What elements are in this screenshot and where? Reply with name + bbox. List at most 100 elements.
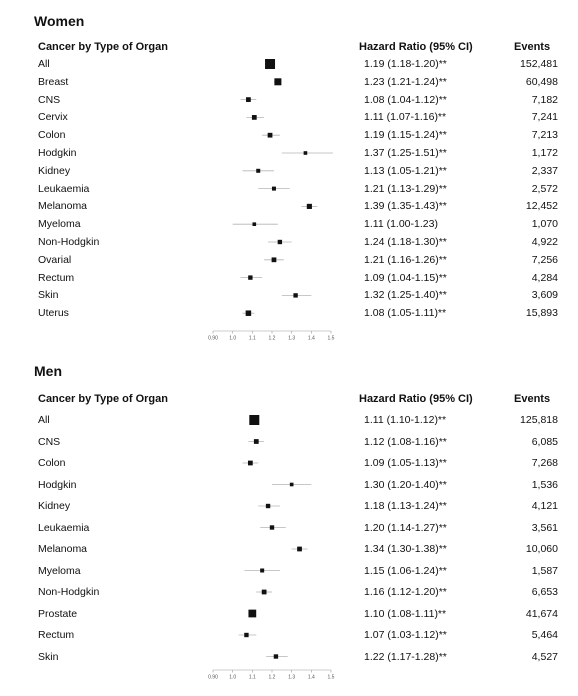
events-value: 3,561 bbox=[531, 521, 558, 534]
column-header-events: Events bbox=[514, 393, 551, 405]
point-estimate-marker bbox=[267, 132, 273, 138]
hazard-ratio-value: 1.11 (1.00-1.23) bbox=[364, 218, 438, 231]
row-label: Rectum bbox=[38, 271, 75, 284]
hazard-ratio-value: 1.18 (1.13-1.24)** bbox=[364, 500, 447, 512]
point-estimate-marker bbox=[303, 151, 308, 155]
x-tick-label: 0.90 bbox=[208, 675, 218, 681]
point-estimate-marker bbox=[265, 59, 276, 69]
column-header-organ: Cancer by Type of Organ bbox=[38, 41, 168, 53]
point-estimate-marker bbox=[293, 293, 298, 298]
events-value: 125,818 bbox=[520, 414, 558, 426]
hazard-ratio-value: 1.11 (1.07-1.16)** bbox=[364, 111, 447, 124]
row-label: Hodgkin bbox=[38, 147, 77, 159]
events-value: 152,481 bbox=[520, 58, 558, 70]
events-value: 2,572 bbox=[531, 182, 558, 195]
row-label: Kidney bbox=[38, 500, 71, 512]
panel-title: Men bbox=[34, 363, 62, 379]
hazard-ratio-value: 1.19 (1.15-1.24)** bbox=[364, 129, 447, 142]
hazard-ratio-value: 1.30 (1.20-1.40)** bbox=[364, 478, 447, 491]
row-label: Kidney bbox=[38, 164, 71, 177]
row-label: Colon bbox=[38, 457, 66, 469]
x-tick-label: 1.1 bbox=[249, 336, 256, 342]
hazard-ratio-value: 1.08 (1.04-1.12)** bbox=[364, 93, 447, 106]
point-estimate-marker bbox=[247, 460, 253, 466]
row-label: Hodgkin bbox=[38, 478, 77, 491]
point-estimate-marker bbox=[249, 415, 260, 425]
events-value: 4,121 bbox=[531, 500, 558, 512]
point-estimate-marker bbox=[297, 546, 302, 552]
row-label: Non-Hodgkin bbox=[38, 586, 100, 598]
events-value: 5,464 bbox=[531, 629, 558, 641]
point-estimate-marker bbox=[252, 222, 257, 227]
x-tick-label: 1.0 bbox=[229, 675, 236, 681]
row-label: Melanoma bbox=[38, 200, 88, 213]
point-estimate-marker bbox=[256, 168, 261, 173]
events-value: 2,337 bbox=[531, 164, 558, 177]
row-label: Uterus bbox=[38, 307, 69, 320]
point-estimate-marker bbox=[271, 186, 276, 191]
hazard-ratio-value: 1.16 (1.12-1.20)** bbox=[364, 586, 447, 598]
row-label: Colon bbox=[38, 129, 66, 142]
panel-title: Women bbox=[34, 13, 85, 29]
point-estimate-marker bbox=[244, 632, 249, 638]
point-estimate-marker bbox=[248, 609, 257, 618]
x-tick-label: 1.3 bbox=[288, 675, 295, 681]
events-value: 4,922 bbox=[531, 236, 558, 248]
x-tick-label: 0.90 bbox=[208, 336, 218, 342]
hazard-ratio-value: 1.09 (1.04-1.15)** bbox=[364, 271, 447, 284]
hazard-ratio-value: 1.20 (1.14-1.27)** bbox=[364, 521, 447, 534]
x-tick-label: 1.4 bbox=[308, 675, 315, 681]
events-value: 7,268 bbox=[531, 457, 558, 469]
hazard-ratio-value: 1.11 (1.10-1.12)** bbox=[364, 414, 447, 426]
events-value: 1,070 bbox=[531, 218, 558, 231]
column-header-hazard-ratio: Hazard Ratio (95% CI) bbox=[359, 41, 473, 53]
row-label: All bbox=[38, 414, 50, 426]
x-tick-label: 1.4 bbox=[308, 336, 315, 342]
events-value: 1,172 bbox=[531, 147, 558, 159]
row-label: Leukaemia bbox=[38, 521, 90, 534]
x-tick-label: 1.5 bbox=[328, 336, 335, 342]
x-tick-label: 1.0 bbox=[229, 336, 236, 342]
events-value: 6,653 bbox=[531, 586, 558, 598]
point-estimate-marker bbox=[289, 482, 294, 487]
hazard-ratio-value: 1.22 (1.17-1.28)** bbox=[364, 650, 447, 663]
point-estimate-marker bbox=[277, 239, 283, 245]
x-tick-label: 1.1 bbox=[249, 675, 256, 681]
events-value: 60,498 bbox=[525, 75, 558, 88]
events-value: 7,213 bbox=[531, 129, 558, 142]
row-label: Myeloma bbox=[38, 218, 81, 231]
hazard-ratio-value: 1.34 (1.30-1.38)** bbox=[364, 543, 447, 555]
hazard-ratio-value: 1.24 (1.18-1.30)** bbox=[364, 236, 447, 248]
x-tick-label: 1.2 bbox=[269, 675, 276, 681]
hazard-ratio-value: 1.07 (1.03-1.12)** bbox=[364, 629, 447, 641]
events-value: 15,893 bbox=[525, 307, 558, 320]
hazard-ratio-value: 1.32 (1.25-1.40)** bbox=[364, 289, 447, 302]
row-label: Cervix bbox=[38, 111, 68, 124]
row-label: Skin bbox=[38, 650, 59, 663]
point-estimate-marker bbox=[245, 310, 252, 316]
events-value: 1,587 bbox=[531, 564, 558, 577]
point-estimate-marker bbox=[265, 503, 271, 509]
hazard-ratio-value: 1.21 (1.13-1.29)** bbox=[364, 182, 447, 195]
row-label: CNS bbox=[38, 435, 61, 448]
hazard-ratio-value: 1.10 (1.08-1.11)** bbox=[364, 607, 447, 620]
events-value: 7,241 bbox=[531, 111, 558, 124]
point-estimate-marker bbox=[273, 654, 279, 659]
events-value: 41,674 bbox=[525, 607, 558, 620]
hazard-ratio-value: 1.19 (1.18-1.20)** bbox=[364, 58, 447, 70]
hazard-ratio-value: 1.37 (1.25-1.51)** bbox=[364, 147, 447, 159]
point-estimate-marker bbox=[251, 115, 257, 120]
row-label: Breast bbox=[38, 75, 69, 88]
row-label: All bbox=[38, 58, 50, 70]
hazard-ratio-value: 1.23 (1.21-1.24)** bbox=[364, 75, 447, 88]
point-estimate-marker bbox=[269, 525, 275, 530]
row-label: Melanoma bbox=[38, 543, 88, 555]
x-tick-label: 1.2 bbox=[269, 336, 276, 342]
hazard-ratio-value: 1.12 (1.08-1.16)** bbox=[364, 435, 447, 448]
hazard-ratio-value: 1.21 (1.16-1.26)** bbox=[364, 253, 447, 266]
row-label: Prostate bbox=[38, 607, 78, 620]
hazard-ratio-value: 1.09 (1.05-1.13)** bbox=[364, 457, 447, 469]
events-value: 1,536 bbox=[531, 478, 558, 491]
